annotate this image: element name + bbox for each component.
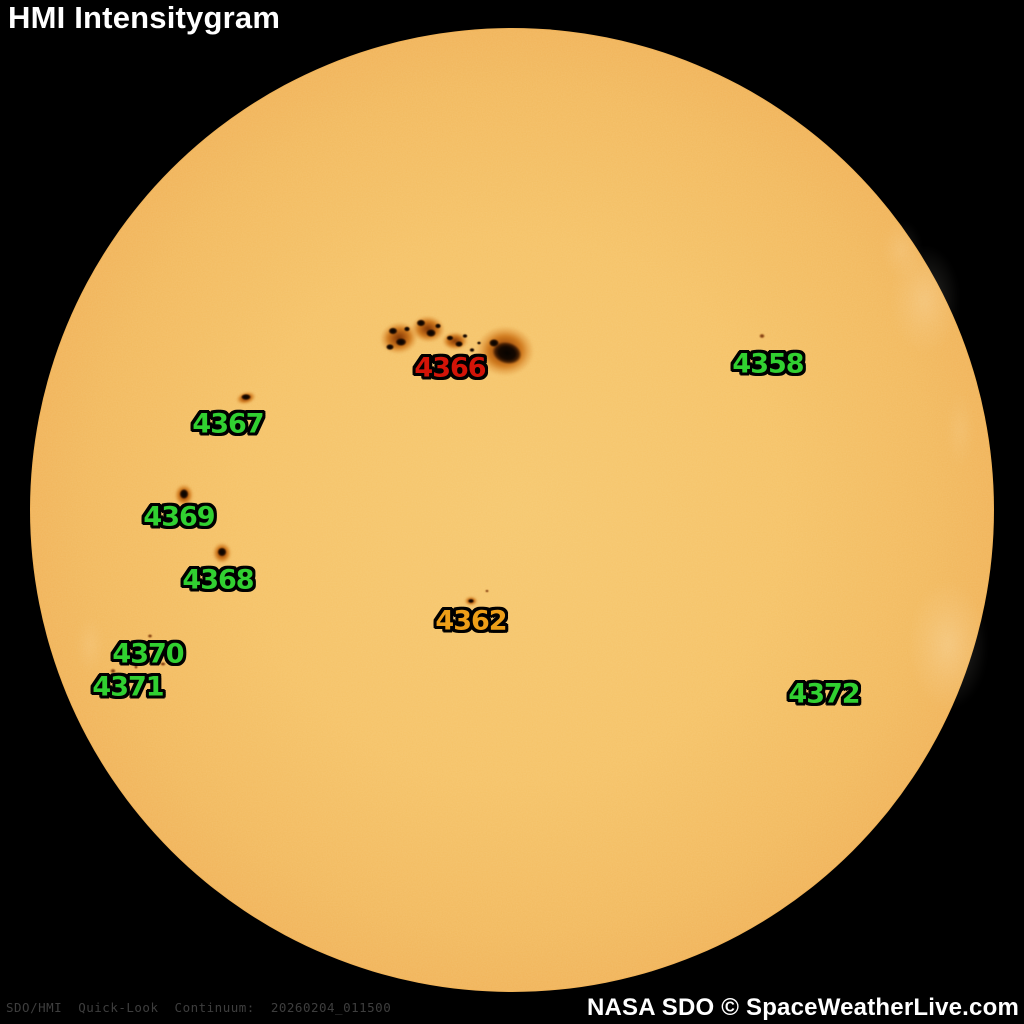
sunspot-umbra [462, 334, 468, 338]
sunspot-umbra [455, 341, 463, 347]
facula-patch [882, 220, 922, 280]
sunspot-pore [759, 333, 765, 339]
sunspot-pore [485, 589, 489, 593]
sunspot-umbra [477, 341, 481, 345]
region-label-4368: 4368 [182, 564, 254, 596]
page-title: HMI Intensitygram [8, 0, 281, 35]
region-label-4369: 4369 [143, 501, 215, 533]
sunspot-umbra [416, 319, 426, 327]
sunspot-pore [134, 665, 138, 669]
sunspot-pore [147, 634, 153, 638]
sunspot-umbra [217, 547, 227, 557]
sunspot-umbra [468, 599, 474, 603]
sunspot-umbra [395, 338, 407, 346]
sunspot-pore [160, 662, 166, 666]
sunspot-umbra [446, 335, 454, 341]
region-label-4372: 4372 [788, 678, 860, 710]
sunspot-umbra [469, 348, 475, 352]
region-label-4366: 4366 [414, 352, 486, 384]
caption-timestamp: SDO/HMI Quick-Look Continuum: 20260204_0… [6, 1000, 392, 1015]
region-label-4358: 4358 [732, 348, 804, 380]
sunspot-umbra [388, 327, 398, 335]
sunspot-umbra [489, 339, 499, 347]
facula-patch [908, 580, 988, 710]
facula-patch [75, 615, 105, 675]
sunspot-pore [126, 643, 130, 647]
region-label-4370: 4370 [112, 638, 184, 670]
sunspot-pore [174, 647, 178, 651]
sunspot-umbra [241, 394, 251, 400]
facula-patch [890, 245, 960, 355]
region-label-4371: 4371 [92, 671, 164, 703]
sunspot-pore [110, 668, 116, 674]
facula-patch [945, 390, 975, 470]
region-label-4367: 4367 [192, 408, 264, 440]
sunspot-umbra [426, 329, 436, 337]
caption-credit: NASA SDO © SpaceWeatherLive.com [586, 994, 1019, 1021]
sunspot-umbra [435, 323, 441, 329]
region-label-4362: 4362 [435, 605, 507, 637]
sunspot-umbra [386, 344, 394, 350]
sunspot-umbra [404, 326, 410, 332]
sunspot-umbra [179, 489, 189, 499]
